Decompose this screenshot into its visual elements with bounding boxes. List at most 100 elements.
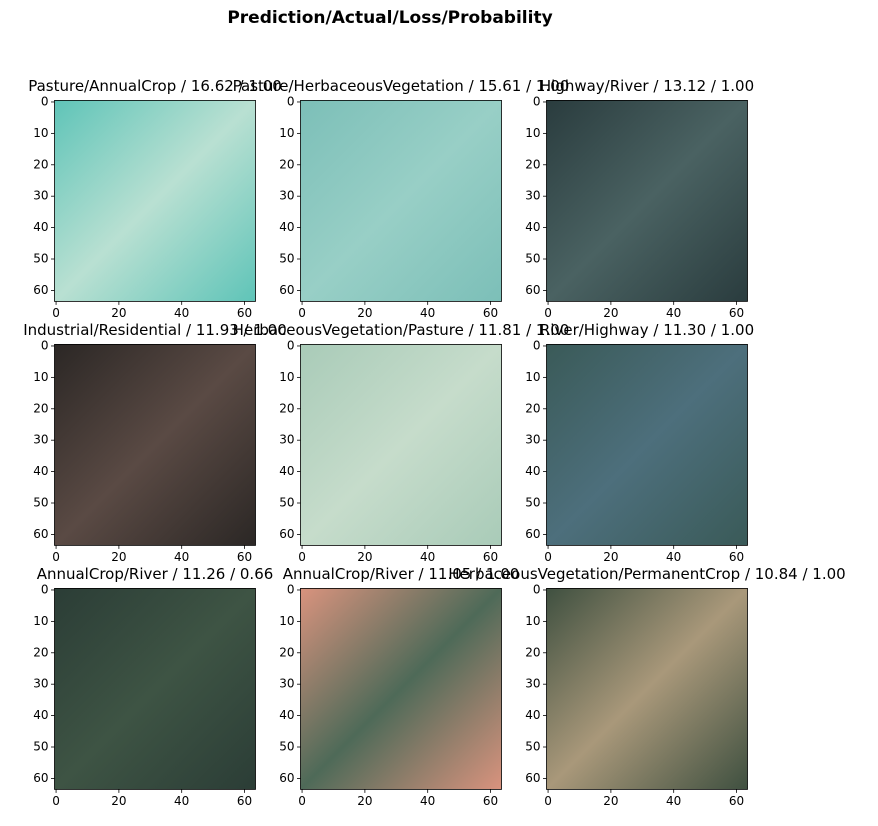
x-tick-label: 0 (52, 794, 60, 808)
x-tick-label: 20 (357, 794, 372, 808)
y-tick-label: 20 (525, 157, 540, 171)
figure-title: Prediction/Actual/Loss/Probability (227, 8, 552, 28)
x-tick-label: 0 (544, 794, 552, 808)
x-tick-label: 40 (420, 794, 435, 808)
y-tick-label: 0 (41, 338, 49, 352)
y-tick-label: 0 (41, 94, 49, 108)
y-tick-label: 30 (279, 189, 294, 203)
panel-title: River/Highway / 11.30 / 1.00 (540, 321, 754, 339)
panel-title: Pasture/HerbaceousVegetation / 15.61 / 1… (233, 77, 570, 95)
panel-title: Industrial/Residential / 11.93 / 1.00 (23, 321, 287, 339)
y-tick-label: 50 (279, 740, 294, 754)
x-tick-label: 20 (603, 550, 618, 564)
y-tick-label: 50 (33, 252, 48, 266)
y-tick-label: 0 (533, 582, 541, 596)
axes-frame (546, 588, 748, 790)
x-tick-label: 20 (603, 306, 618, 320)
y-tick-label: 0 (533, 338, 541, 352)
y-tick-label: 40 (33, 220, 48, 234)
y-tick-label: 20 (279, 645, 294, 659)
y-tick-label: 20 (33, 401, 48, 415)
y-tick-label: 60 (33, 771, 48, 785)
y-tick-label: 40 (525, 708, 540, 722)
x-tick-label: 60 (483, 306, 498, 320)
y-tick-label: 30 (279, 433, 294, 447)
y-tick-label: 0 (287, 338, 295, 352)
panel-title: AnnualCrop/River / 11.05 / 1.00 (283, 565, 520, 583)
image (546, 100, 748, 302)
image (54, 588, 256, 790)
x-tick-label: 20 (357, 550, 372, 564)
y-tick-label: 10 (525, 370, 540, 384)
y-tick-label: 60 (279, 771, 294, 785)
y-tick-label: 20 (525, 401, 540, 415)
x-tick-label: 60 (483, 550, 498, 564)
x-tick-label: 0 (298, 550, 306, 564)
y-tick-label: 50 (279, 496, 294, 510)
y-tick-label: 60 (525, 283, 540, 297)
y-tick-label: 30 (525, 433, 540, 447)
y-tick-label: 20 (525, 645, 540, 659)
x-tick-label: 60 (729, 794, 744, 808)
y-tick-label: 20 (33, 157, 48, 171)
axes-frame (300, 588, 502, 790)
y-tick-label: 10 (33, 614, 48, 628)
y-tick-label: 40 (279, 708, 294, 722)
x-tick-label: 40 (666, 306, 681, 320)
x-tick-label: 60 (729, 306, 744, 320)
y-tick-label: 40 (525, 220, 540, 234)
panel-title: AnnualCrop/River / 11.26 / 0.66 (37, 565, 274, 583)
x-tick-label: 40 (666, 794, 681, 808)
y-tick-label: 60 (525, 527, 540, 541)
y-tick-label: 0 (287, 582, 295, 596)
y-tick-label: 10 (279, 126, 294, 140)
x-tick-label: 0 (52, 550, 60, 564)
y-tick-label: 0 (287, 94, 295, 108)
y-tick-label: 40 (525, 464, 540, 478)
axes-frame (54, 343, 256, 546)
axes-frame (300, 100, 502, 302)
image (300, 588, 502, 790)
y-tick-label: 50 (525, 252, 540, 266)
y-tick-label: 10 (279, 370, 294, 384)
axes-frame (54, 588, 256, 790)
y-tick-label: 10 (33, 126, 48, 140)
x-tick-label: 60 (237, 306, 252, 320)
image (300, 344, 502, 546)
x-tick-label: 40 (174, 794, 189, 808)
x-tick-label: 60 (483, 794, 498, 808)
y-tick-label: 0 (533, 94, 541, 108)
image (546, 588, 748, 790)
x-tick-label: 40 (420, 550, 435, 564)
y-tick-label: 30 (33, 189, 48, 203)
x-tick-label: 60 (237, 550, 252, 564)
image (54, 344, 256, 546)
y-tick-label: 30 (33, 433, 48, 447)
panel-title: Highway/River / 13.12 / 1.00 (540, 77, 754, 95)
x-tick-label: 40 (420, 306, 435, 320)
y-tick-label: 50 (33, 740, 48, 754)
x-tick-label: 40 (174, 550, 189, 564)
axes-frame (546, 343, 748, 546)
y-tick-label: 60 (279, 283, 294, 297)
y-tick-label: 10 (279, 614, 294, 628)
panel-title: HerbaceousVegetation/Pasture / 11.81 / 1… (233, 321, 570, 339)
y-tick-label: 40 (279, 464, 294, 478)
x-tick-label: 0 (544, 306, 552, 320)
y-tick-label: 20 (279, 401, 294, 415)
x-tick-label: 40 (174, 306, 189, 320)
x-tick-label: 0 (298, 794, 306, 808)
y-tick-label: 60 (525, 771, 540, 785)
y-tick-label: 40 (33, 708, 48, 722)
y-tick-label: 50 (279, 252, 294, 266)
y-tick-label: 30 (279, 677, 294, 691)
image (546, 344, 748, 546)
y-tick-label: 30 (525, 677, 540, 691)
y-tick-label: 40 (33, 464, 48, 478)
x-tick-label: 20 (357, 306, 372, 320)
x-tick-label: 20 (111, 306, 126, 320)
y-tick-label: 60 (33, 283, 48, 297)
x-tick-label: 0 (544, 550, 552, 564)
x-tick-label: 40 (666, 550, 681, 564)
